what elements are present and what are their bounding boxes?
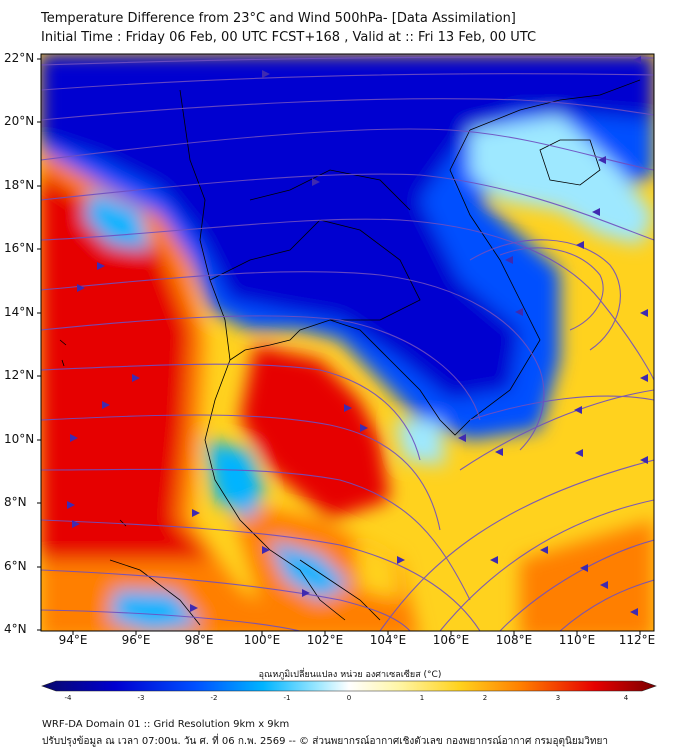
wind-arrows [67, 56, 648, 616]
lat-label: 16°N [4, 241, 35, 255]
colorbar-tick: 3 [555, 694, 561, 702]
colorbar-tick: -1 [283, 694, 291, 702]
wind-streamlines [41, 56, 654, 631]
colorbar-tick: -2 [210, 694, 218, 702]
lon-label: 112°E [618, 633, 656, 647]
lon-label: 110°E [558, 633, 596, 647]
lon-label: 104°E [369, 633, 407, 647]
lon-label: 106°E [432, 633, 470, 647]
colorbar-tick: 4 [623, 694, 629, 702]
lon-label: 108°E [495, 633, 533, 647]
temperature-field [41, 54, 654, 631]
lon-label: 96°E [121, 633, 151, 647]
lat-label: 4°N [4, 622, 27, 636]
colorbar-tick: -3 [137, 694, 145, 702]
footer-credit: ปรับปรุงข้อมูล ณ เวลา 07:00น. วัน ศ. ที่… [42, 736, 608, 747]
lon-label: 102°E [306, 633, 344, 647]
lat-label: 20°N [4, 114, 35, 128]
colorbar-tick: 2 [482, 694, 488, 702]
axis-ticks [37, 58, 641, 635]
coastline-borders [59, 79, 641, 626]
lon-label: 98°E [184, 633, 214, 647]
colorbar-title: อุณหภูมิเปลี่ยนแปลง หน่วย องศาเซลเซียส (… [258, 670, 442, 680]
lat-label: 10°N [4, 432, 35, 446]
map-frame [40, 53, 655, 632]
map-subtitle: Initial Time : Friday 06 Feb, 00 UTC FCS… [41, 30, 537, 45]
lat-label: 18°N [4, 178, 35, 192]
colorbar-tick: 0 [346, 694, 352, 702]
colorbar-tick: -4 [64, 694, 72, 702]
lat-label: 6°N [4, 559, 27, 573]
lat-label: 14°N [4, 305, 35, 319]
lat-label: 8°N [4, 495, 27, 509]
lat-label: 22°N [4, 51, 35, 65]
lat-label: 12°N [4, 368, 35, 382]
map-title: Temperature Difference from 23°C and Win… [41, 11, 516, 26]
lon-label: 100°E [243, 633, 281, 647]
lon-label: 94°E [58, 633, 88, 647]
colorbar-tick: 1 [419, 694, 425, 702]
footer-model-info: WRF-DA Domain 01 :: Grid Resolution 9km … [42, 719, 290, 730]
colorbar [41, 680, 657, 692]
